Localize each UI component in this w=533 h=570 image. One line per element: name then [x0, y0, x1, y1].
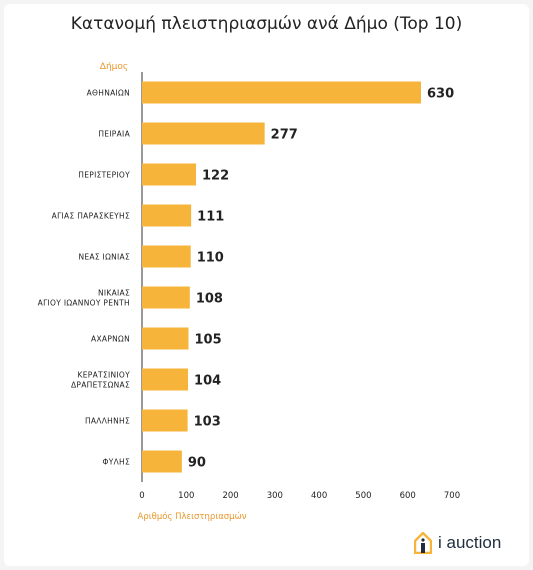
data-label: 630 [427, 87, 454, 102]
category-label: ΑΘΗΝΑΙΩΝ [87, 89, 130, 98]
data-label: 111 [197, 210, 224, 225]
category-label: ΝΙΚΑΙΑΣ ΑΓΙΟΥ ΙΩΑΝΝΟΥ ΡΕΝΤΗ [38, 289, 130, 308]
category-label: ΑΧΑΡΝΩΝ [91, 335, 130, 344]
data-label: 105 [195, 333, 222, 348]
x-tick-label: 600 [400, 491, 416, 501]
bar [142, 368, 189, 391]
bar [142, 122, 265, 145]
chart-title: Κατανομή πλειστηριασμών ανά Δήμο (Top 10… [70, 14, 463, 34]
brand-logo: i auction [414, 530, 501, 556]
bar [142, 286, 190, 309]
category-label: ΦΥΛΗΣ [103, 458, 131, 467]
data-label: 104 [194, 374, 221, 389]
x-tick-label: 300 [267, 491, 283, 501]
y-axis-title: Δήμος [100, 62, 128, 72]
x-axis-title: Αριθμός Πλειστηριασμών [138, 511, 247, 522]
bar [142, 163, 197, 186]
bar [142, 327, 189, 350]
data-label: 103 [194, 415, 221, 430]
category-label: ΚΕΡΑΤΣΙΝΙΟΥ ΔΡΑΠΕΤΣΩΝΑΣ [71, 371, 130, 390]
bar [142, 450, 182, 473]
category-label: ΠΕΙΡΑΙΑ [98, 130, 130, 139]
x-tick-label: 500 [355, 491, 371, 501]
x-tick-label: 400 [311, 491, 327, 501]
category-label: ΠΕΡΙΣΤΕΡΙΟΥ [78, 171, 130, 180]
category-label: ΠΑΛΛΗΝΗΣ [85, 417, 130, 426]
brand-name: i auction [438, 533, 502, 552]
x-tick-label: 700 [444, 491, 460, 501]
category-label: ΝΕΑΣ ΙΩΝΙΑΣ [78, 253, 130, 262]
bar [142, 81, 421, 104]
x-tick-label: 0 [139, 491, 144, 501]
house-icon [414, 532, 432, 554]
bar [142, 245, 191, 268]
data-label: 277 [271, 128, 298, 143]
x-tick-label: 200 [222, 491, 238, 501]
category-label: ΑΓΙΑΣ ΠΑΡΑΣΚΕΥΗΣ [52, 212, 130, 221]
bar [142, 204, 192, 227]
bar [142, 409, 188, 432]
data-label: 90 [188, 456, 206, 471]
data-label: 110 [197, 251, 224, 266]
data-label: 122 [202, 169, 229, 184]
x-tick-label: 100 [178, 491, 194, 501]
data-label: 108 [196, 292, 223, 307]
